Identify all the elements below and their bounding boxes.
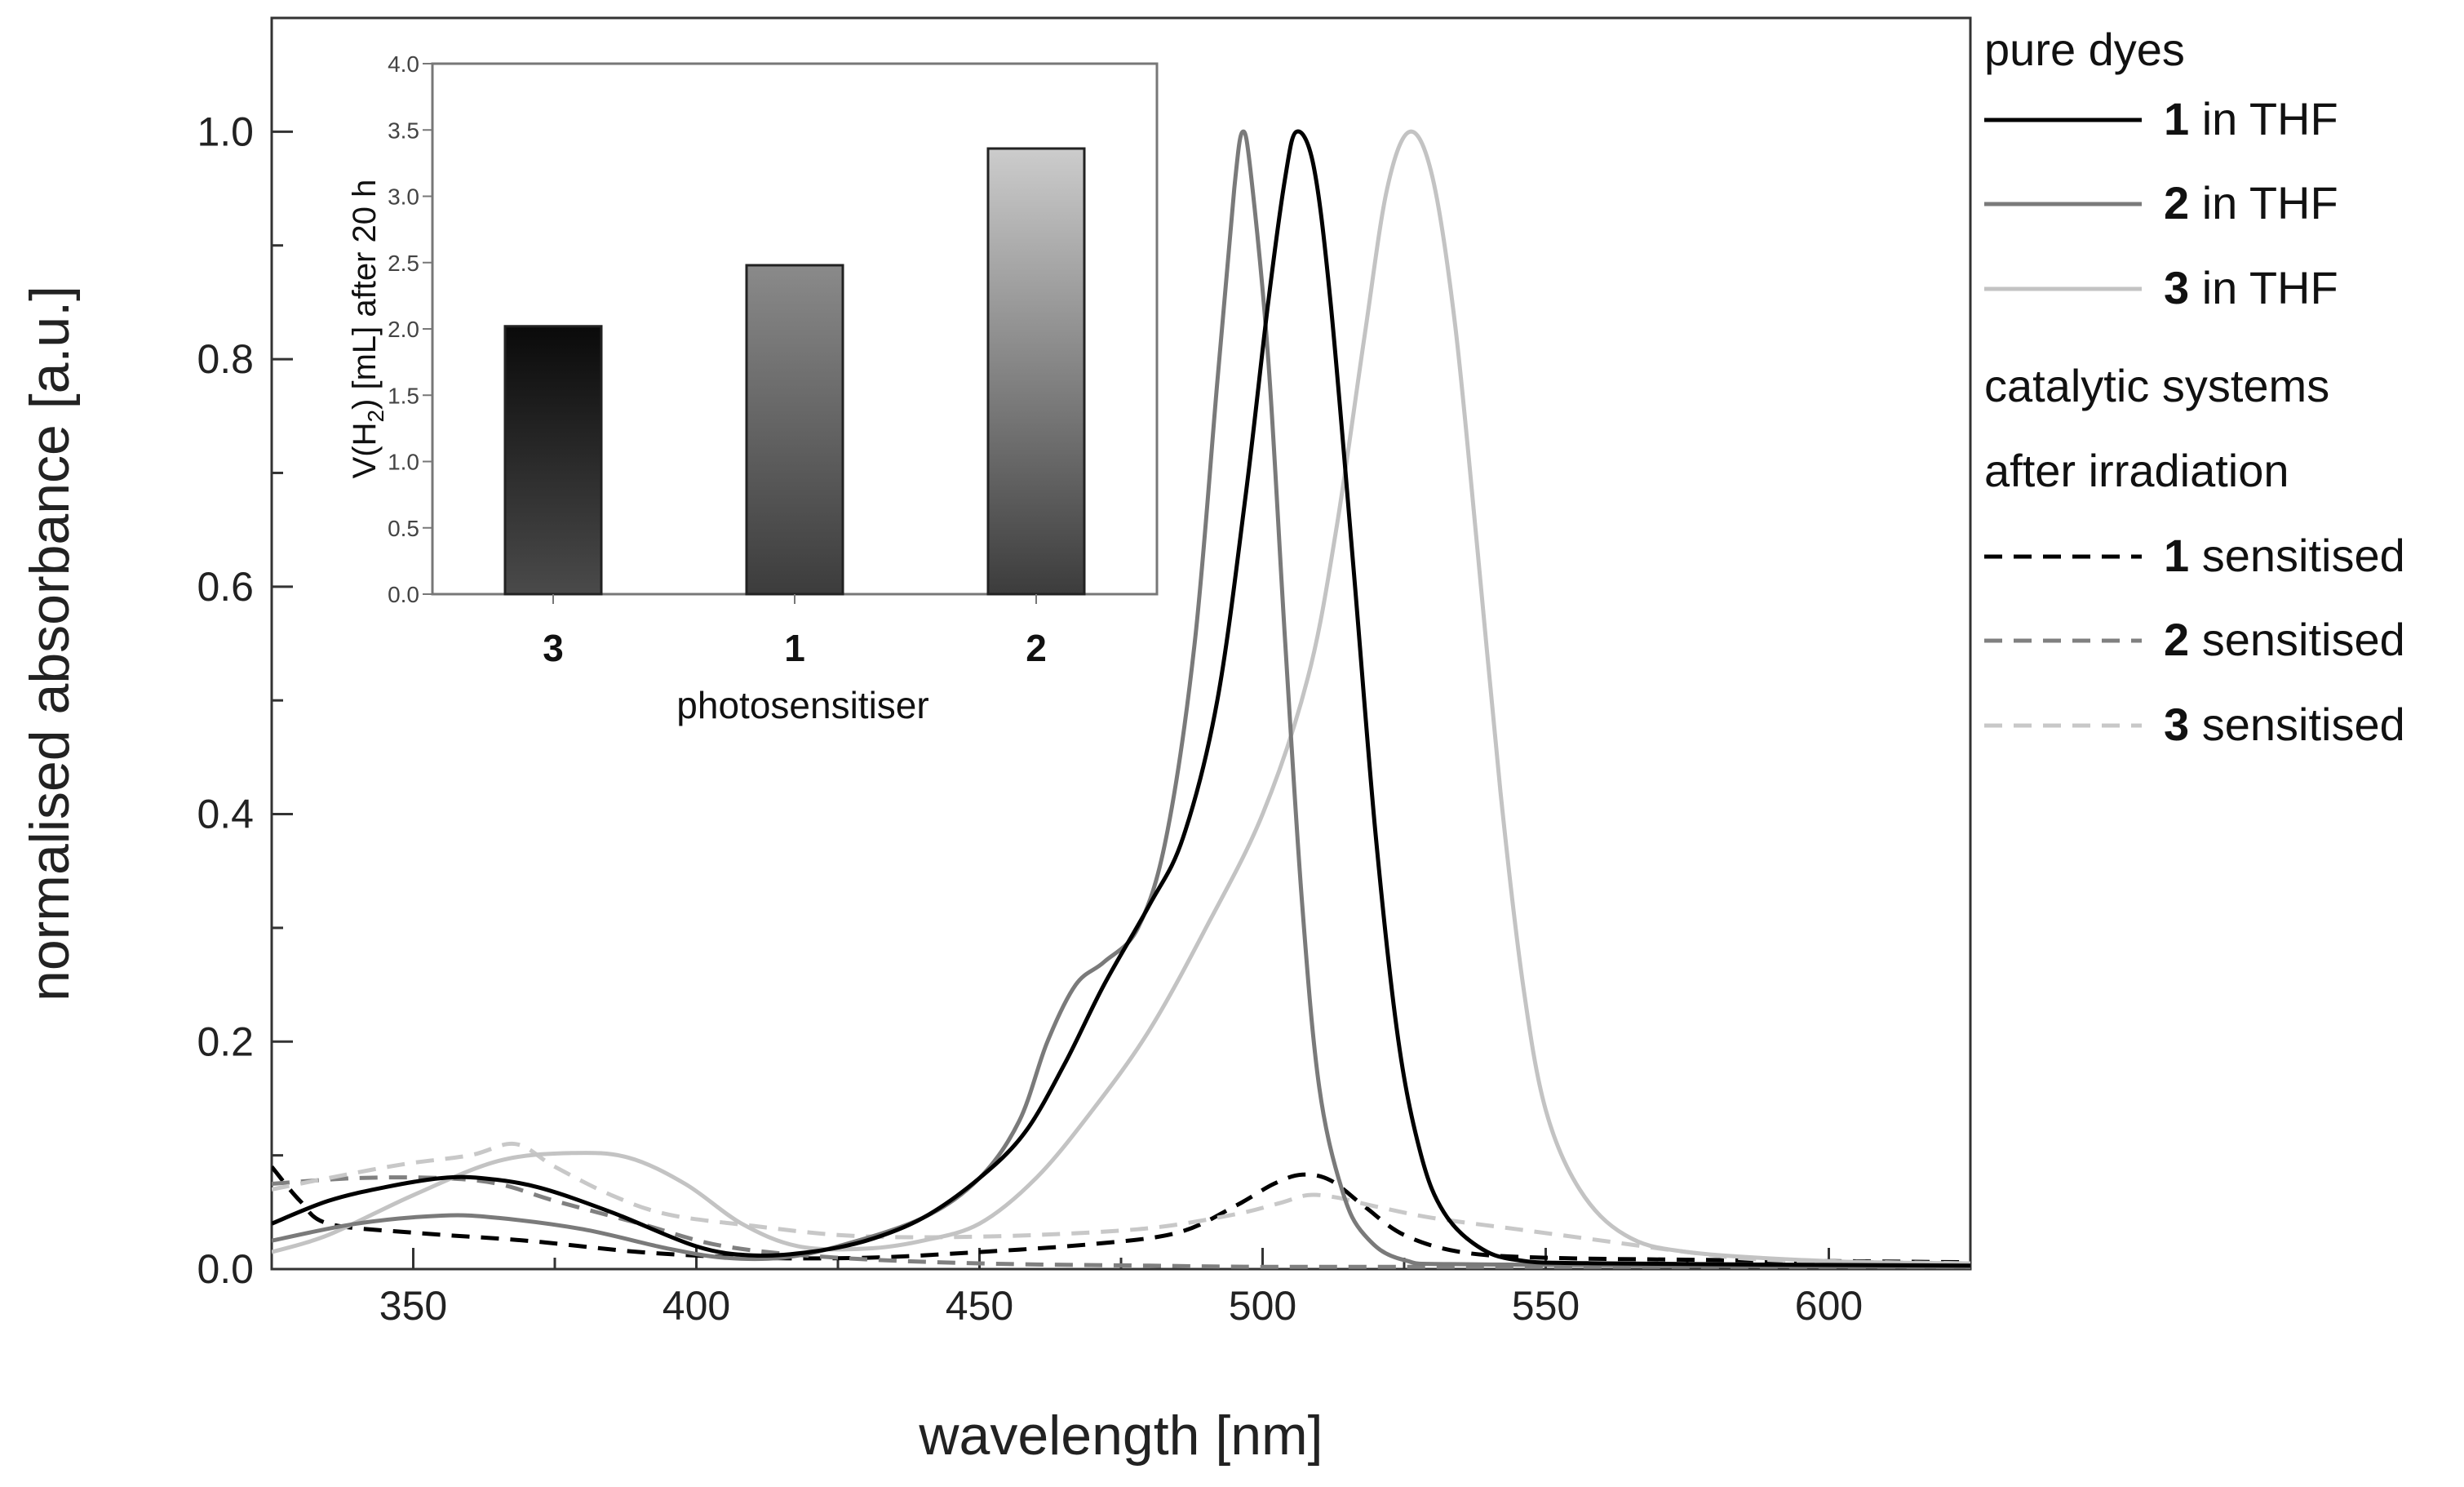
x-axis-title: wavelength [nm] — [918, 1405, 1323, 1467]
y-tick-label: 1.0 — [197, 109, 254, 154]
y-tick-label: 0.8 — [197, 336, 254, 382]
legend-entry-label: in THF — [2189, 262, 2338, 313]
legend-entry-number: 2 — [2164, 614, 2189, 665]
inset-y-axis-title: V(H2) [mL] after 20 h — [347, 180, 388, 479]
legend-entry-number: 2 — [2164, 177, 2189, 229]
y-tick-label: 0.6 — [197, 564, 254, 610]
inset-y-tick-label: 3.5 — [388, 118, 419, 143]
inset-y-tick-label: 0.0 — [388, 582, 419, 607]
series-line-4 — [272, 1165, 1970, 1265]
legend-entry-4: 1 sensitised — [2164, 530, 2405, 581]
legend-entry-label: sensitised — [2189, 699, 2405, 750]
inset-y-tick-label: 1.0 — [388, 450, 419, 475]
series-line-3 — [272, 129, 1970, 1266]
x-tick-label: 450 — [946, 1283, 1013, 1329]
x-tick-label: 350 — [379, 1283, 447, 1329]
y-tick-label: 0.4 — [197, 792, 254, 837]
inset-y-tick-label: 1.5 — [388, 383, 419, 408]
legend-entry-1: 1 in THF — [2164, 93, 2338, 144]
inset-bar-1 — [745, 264, 844, 596]
legend-entry-label: in THF — [2189, 93, 2338, 144]
legend-group1-title: pure dyes — [1984, 24, 2185, 75]
x-tick-label: 550 — [1512, 1283, 1580, 1329]
legend-entry-6: 3 sensitised — [2164, 699, 2405, 750]
legend-group2-title-line1: catalytic systems — [1984, 360, 2329, 411]
inset-y-tick-label: 4.0 — [388, 51, 419, 77]
x-tick-label: 400 — [663, 1283, 730, 1329]
x-tick-label: 600 — [1795, 1283, 1863, 1329]
legend-entry-number: 1 — [2164, 93, 2189, 144]
legend-group2-title-line2: after irradiation — [1984, 445, 2289, 496]
inset-category-label: 3 — [543, 627, 564, 669]
legend-entry-label: sensitised — [2189, 614, 2405, 665]
legend-entry-number: 3 — [2164, 262, 2189, 313]
inset-y-tick-label: 0.5 — [388, 516, 419, 541]
x-tick-label: 500 — [1229, 1283, 1296, 1329]
legend-entry-number: 1 — [2164, 530, 2189, 581]
inset-bar-3 — [503, 325, 603, 596]
inset-ylabel-subscript: 2 — [363, 410, 388, 423]
series-line-1 — [272, 129, 1970, 1268]
legend-entry-2: 2 in THF — [2164, 177, 2338, 229]
inset-y-tick-label: 2.0 — [388, 317, 419, 342]
legend-entry-number: 3 — [2164, 699, 2189, 750]
inset-y-tick-label: 2.5 — [388, 251, 419, 276]
series-line-6 — [272, 1141, 1970, 1266]
legend-entry-5: 2 sensitised — [2164, 614, 2405, 665]
y-axis-title: normalised absorbance [a.u.] — [19, 286, 81, 1001]
legend-entry-label: sensitised — [2189, 530, 2405, 581]
inset-bar-2 — [986, 147, 1086, 596]
inset-ylabel-part: V(H — [347, 423, 383, 479]
series-line-2 — [272, 129, 1970, 1269]
legend-entry-label: in THF — [2189, 177, 2338, 229]
y-tick-label: 0.2 — [197, 1019, 254, 1064]
inset-y-tick-label: 3.0 — [388, 184, 419, 210]
legend-entry-3: 3 in THF — [2164, 262, 2338, 313]
inset-x-axis-title: photosensitiser — [676, 684, 928, 726]
inset-category-label: 1 — [784, 627, 805, 669]
inset-ylabel-part: ) [mL] after 20 h — [347, 180, 383, 410]
inset-category-label: 2 — [1026, 627, 1047, 669]
curves-group — [272, 129, 1970, 1269]
y-tick-label: 0.0 — [197, 1246, 254, 1292]
